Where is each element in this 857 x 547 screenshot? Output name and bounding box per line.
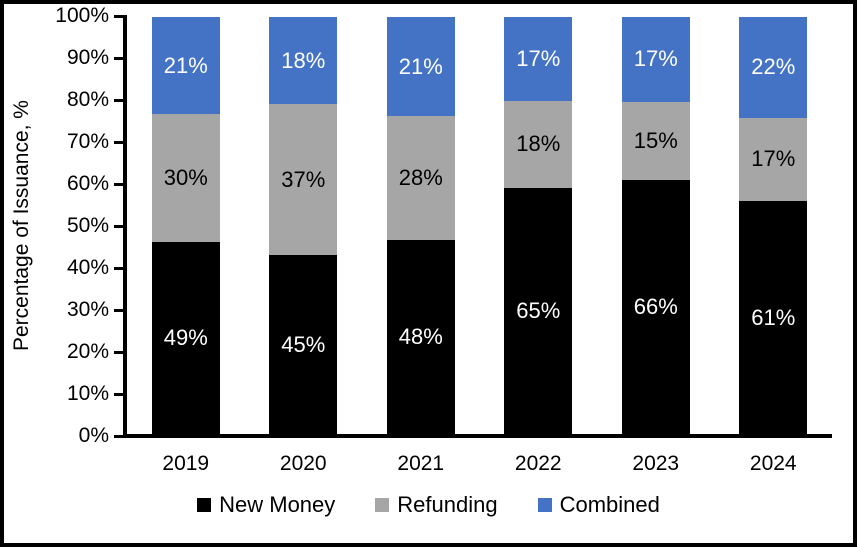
segment-value-label: 48% bbox=[398, 324, 443, 350]
bar-slot-2024: 61% 17% 22% bbox=[715, 17, 833, 434]
x-axis-line bbox=[123, 434, 832, 438]
x-category-label-2020: 2020 bbox=[279, 452, 327, 475]
bar-2020: 45% 37% 18% bbox=[269, 17, 338, 434]
tick-label: 20% bbox=[66, 340, 109, 363]
segment-value-label: 21% bbox=[398, 53, 443, 79]
segment-value-label: 49% bbox=[163, 324, 208, 350]
bar-2023: 66% 15% 17% bbox=[621, 16, 690, 434]
y-axis-title: Percentage of Issuance, % bbox=[10, 100, 33, 351]
tick-label: 50% bbox=[66, 214, 109, 237]
tick-mark bbox=[114, 99, 123, 102]
tick-mark bbox=[114, 435, 123, 438]
bar-slot-2020: 45% 37% 18% bbox=[245, 17, 363, 434]
legend-item-refunding: Refunding bbox=[375, 492, 498, 518]
segment-value-label: 17% bbox=[751, 146, 796, 172]
bar-slot-2023: 66% 15% 17% bbox=[597, 16, 715, 434]
segment-value-label: 65% bbox=[516, 297, 561, 323]
legend-label: Combined bbox=[559, 492, 660, 517]
tick-mark bbox=[114, 57, 123, 60]
segment-value-label: 28% bbox=[398, 165, 443, 191]
segment-refunding-2021: 28% bbox=[386, 116, 455, 241]
segment-refunding-2022: 18% bbox=[504, 100, 573, 188]
y-axis-line bbox=[123, 15, 127, 438]
x-category-label-2024: 2024 bbox=[749, 452, 797, 475]
x-category-label-2021: 2021 bbox=[397, 452, 445, 475]
tick-mark bbox=[114, 267, 123, 270]
legend: New Money Refunding Combined bbox=[4, 492, 853, 518]
legend-swatch-refunding bbox=[375, 498, 390, 512]
segment-value-label: 17% bbox=[633, 46, 678, 72]
segment-combined-2020: 18% bbox=[269, 17, 338, 105]
legend-item-combined: Combined bbox=[537, 492, 660, 518]
segment-refunding-2020: 37% bbox=[269, 104, 338, 256]
segment-value-label: 61% bbox=[751, 304, 796, 330]
segment-value-label: 30% bbox=[163, 165, 208, 191]
legend-swatch-combined bbox=[537, 498, 552, 512]
x-axis-category-labels: 2019 2020 2021 2022 2023 2024 bbox=[127, 452, 832, 476]
tick-mark bbox=[114, 393, 123, 396]
bar-2019: 49% 30% 21% bbox=[151, 17, 220, 434]
segment-value-label: 18% bbox=[281, 47, 326, 73]
legend-label: Refunding bbox=[397, 492, 498, 517]
segment-value-label: 22% bbox=[751, 54, 796, 80]
segment-value-label: 18% bbox=[516, 131, 561, 157]
segment-combined-2024: 22% bbox=[739, 17, 808, 118]
segment-value-label: 66% bbox=[633, 293, 678, 319]
plot-area: 49% 30% 21% 45% 37% 18% 48% 28% 21% 65% 18% 17% 66% 1… bbox=[127, 16, 833, 434]
segment-refunding-2023: 15% bbox=[621, 101, 690, 180]
segment-new-money-2019: 49% bbox=[151, 241, 220, 434]
segment-new-money-2024: 61% bbox=[739, 201, 808, 434]
x-category-label-2019: 2019 bbox=[162, 452, 210, 475]
legend-label: New Money bbox=[219, 492, 336, 517]
tick-mark bbox=[114, 225, 123, 228]
bar-slot-2021: 48% 28% 21% bbox=[362, 17, 480, 434]
segment-value-label: 45% bbox=[281, 331, 326, 357]
tick-label: 10% bbox=[66, 382, 109, 405]
segment-value-label: 17% bbox=[516, 45, 561, 71]
tick-label: 100% bbox=[55, 4, 109, 27]
bar-slot-2022: 65% 18% 17% bbox=[480, 17, 598, 434]
x-category-label-2022: 2022 bbox=[514, 452, 562, 475]
segment-combined-2019: 21% bbox=[151, 17, 220, 115]
tick-mark bbox=[114, 15, 123, 18]
tick-label: 80% bbox=[66, 88, 109, 111]
legend-swatch-new-money bbox=[197, 498, 212, 512]
segment-value-label: 37% bbox=[281, 166, 326, 192]
segment-refunding-2019: 30% bbox=[151, 114, 220, 242]
tick-label: 90% bbox=[66, 46, 109, 69]
legend-item-new-money: New Money bbox=[197, 492, 335, 518]
tick-mark bbox=[114, 183, 123, 186]
bar-2024: 61% 17% 22% bbox=[739, 17, 808, 434]
tick-label: 0% bbox=[78, 424, 109, 447]
segment-combined-2022: 17% bbox=[504, 17, 573, 101]
segment-value-label: 21% bbox=[163, 52, 208, 78]
segment-new-money-2023: 66% bbox=[621, 179, 690, 434]
segment-new-money-2022: 65% bbox=[504, 187, 573, 434]
tick-label: 70% bbox=[66, 130, 109, 153]
x-category-label-2023: 2023 bbox=[632, 452, 680, 475]
segment-refunding-2024: 17% bbox=[739, 117, 808, 202]
segment-value-label: 15% bbox=[633, 127, 678, 153]
bar-slot-2019: 49% 30% 21% bbox=[127, 17, 245, 434]
segment-combined-2021: 21% bbox=[386, 17, 455, 117]
tick-label: 30% bbox=[66, 298, 109, 321]
tick-label: 60% bbox=[66, 172, 109, 195]
tick-mark bbox=[114, 351, 123, 354]
bar-2022: 65% 18% 17% bbox=[504, 17, 573, 434]
tick-mark bbox=[114, 141, 123, 144]
segment-new-money-2020: 45% bbox=[269, 255, 338, 434]
segment-combined-2023: 17% bbox=[621, 16, 690, 102]
tick-label: 40% bbox=[66, 256, 109, 279]
bar-2021: 48% 28% 21% bbox=[386, 17, 455, 434]
tick-mark bbox=[114, 309, 123, 312]
segment-new-money-2021: 48% bbox=[386, 240, 455, 434]
